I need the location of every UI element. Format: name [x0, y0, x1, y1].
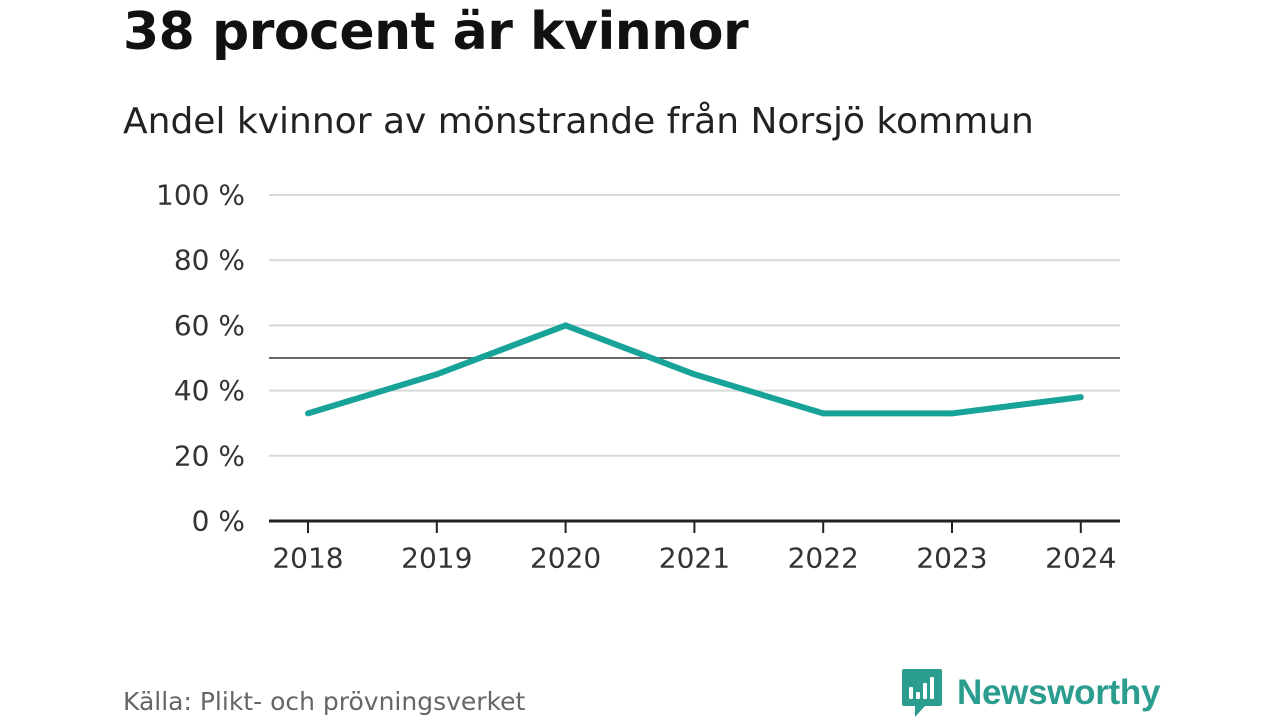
data-point [1077, 394, 1084, 401]
y-tick-label: 100 % [156, 179, 245, 212]
x-tick-label: 2020 [530, 542, 601, 575]
data-point [305, 410, 311, 417]
line-chart: 0 % 20 % 40 % 60 % 80 % 100 % 2018 2019 2020 2021… [156, 179, 1120, 575]
data-point [562, 322, 569, 329]
y-tick-label: 0 % [192, 505, 245, 538]
series-line [307, 322, 1082, 417]
brand-name: Newsworthy [957, 673, 1161, 712]
newsworthy-logo-icon [902, 669, 942, 717]
x-tick-label: 2024 [1045, 542, 1116, 575]
data-point [433, 371, 440, 378]
x-tick-label: 2023 [916, 542, 987, 575]
y-tick-label: 20 % [174, 439, 245, 472]
x-tick-label: 2022 [788, 542, 859, 575]
data-point [691, 371, 698, 378]
chart-subtitle: Andel kvinnor av mönstrande från Norsjö … [123, 101, 1034, 142]
x-tick-label: 2019 [401, 542, 472, 575]
chart-title: 38 procent är kvinnor [123, 2, 749, 62]
data-point [820, 410, 827, 417]
y-tick-label: 80 % [174, 244, 245, 277]
x-tick-label: 2018 [272, 542, 343, 575]
brand-logo: Newsworthy [901, 668, 1160, 718]
y-tick-label: 40 % [174, 374, 245, 407]
x-tick-label: 2021 [659, 542, 730, 575]
data-point [949, 410, 955, 417]
y-tick-label: 60 % [174, 309, 245, 342]
source-note: Källa: Plikt- och prövningsverket [123, 687, 526, 716]
